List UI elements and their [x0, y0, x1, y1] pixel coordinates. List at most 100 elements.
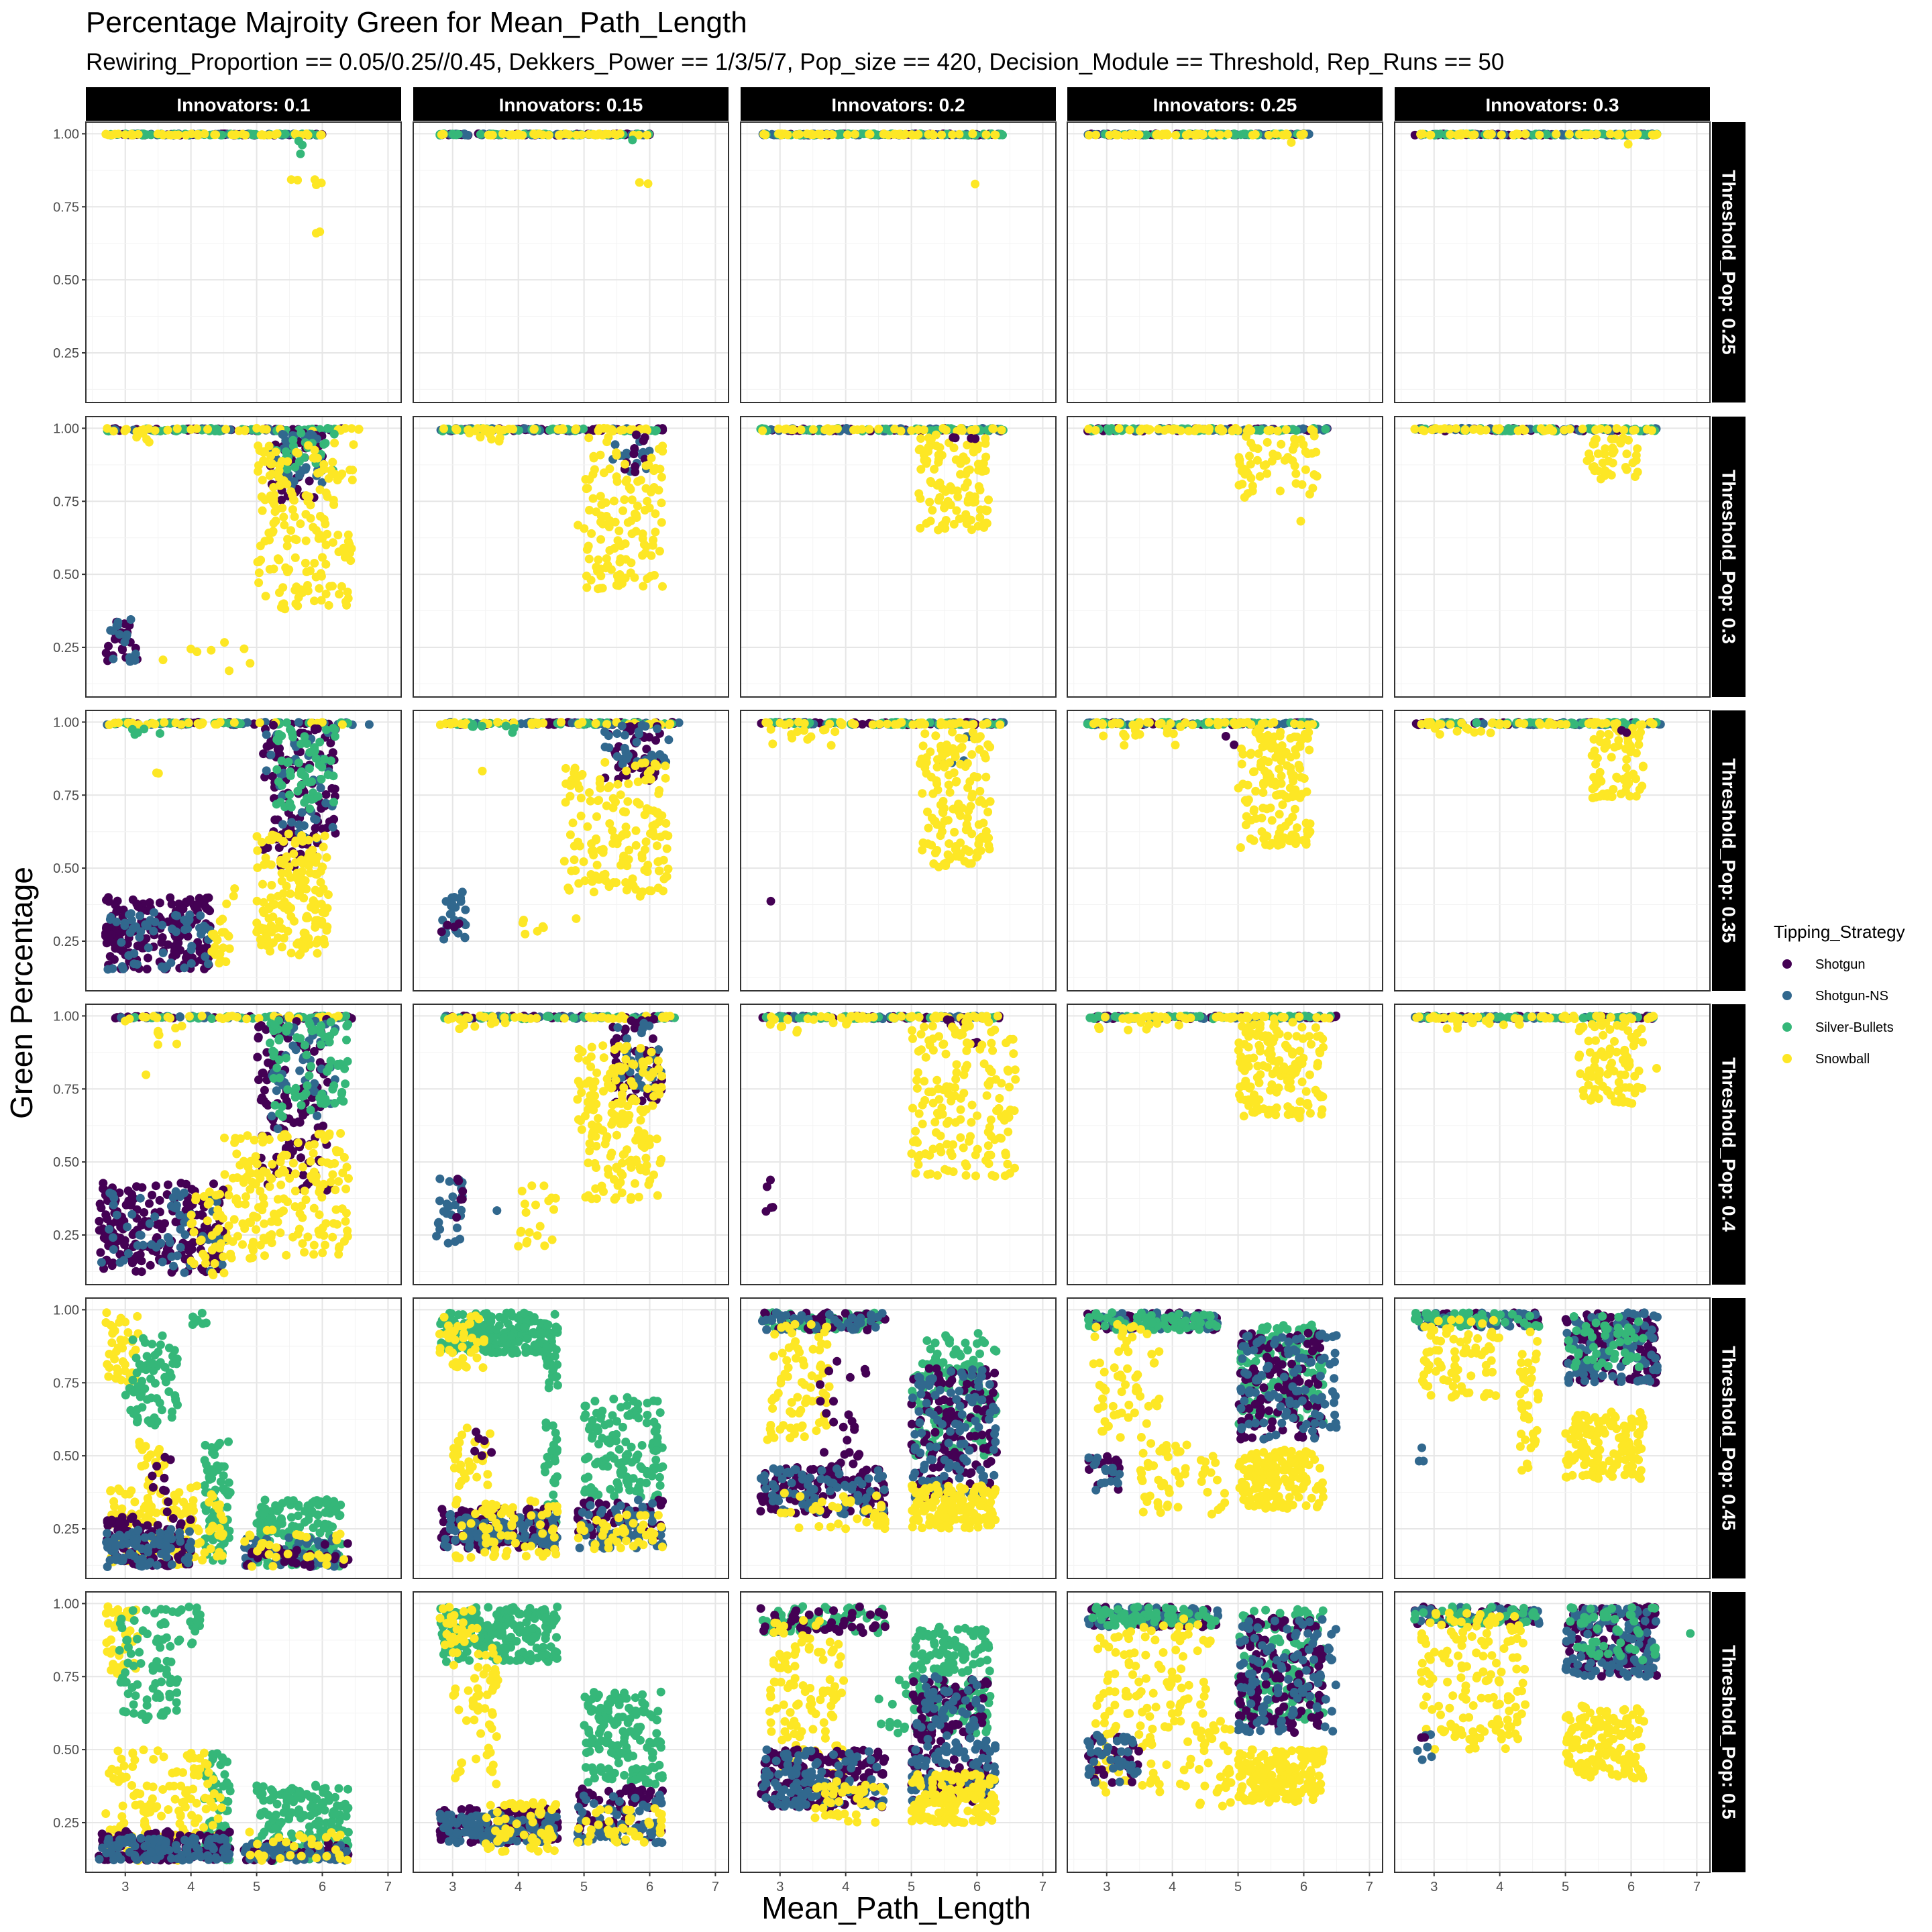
data-point-snowball: [637, 850, 647, 859]
data-point-snowball: [158, 655, 168, 665]
row-strip-2: Threshold_Pop: 0.35: [1712, 710, 1746, 991]
data-point-snowball: [276, 602, 286, 612]
data-point-snowball: [317, 596, 326, 605]
data-point-snowball: [785, 718, 794, 728]
data-point-shotgun-ns: [641, 722, 650, 731]
y-tick-label: 0.75: [53, 200, 79, 215]
data-point-snowball: [1619, 425, 1629, 435]
column-strip-bg: [1067, 87, 1383, 121]
data-point-snowball: [937, 719, 947, 729]
data-point-silver-bullets: [156, 729, 164, 738]
data-point-snowball: [277, 943, 286, 952]
data-point-shotgun-ns: [364, 720, 374, 729]
data-point-snowball: [1276, 727, 1285, 737]
data-point-snowball: [1590, 466, 1599, 476]
data-point-shotgun-ns: [617, 721, 627, 731]
data-point-snowball: [596, 784, 605, 793]
data-point-snowball: [850, 720, 859, 729]
data-point-snowball: [883, 719, 892, 729]
data-point-snowball: [1275, 810, 1284, 819]
data-point-snowball: [964, 847, 973, 856]
data-point-snowball: [1426, 130, 1436, 140]
data-point-snowball: [310, 175, 319, 184]
data-point-snowball: [312, 833, 321, 843]
data-point-snowball: [809, 130, 818, 140]
data-point-snowball: [341, 424, 350, 433]
data-point-snowball: [1283, 761, 1292, 770]
data-point-snowball: [967, 720, 977, 729]
data-point-shotgun-ns: [604, 743, 614, 753]
data-point-snowball: [160, 718, 169, 727]
data-point-snowball: [279, 837, 288, 846]
data-point-snowball: [306, 500, 315, 510]
data-point-snowball: [975, 786, 985, 796]
data-point-snowball: [1590, 439, 1599, 449]
data-point-snowball: [315, 584, 324, 593]
data-point-snowball: [963, 515, 973, 524]
data-point-shotgun-ns: [294, 718, 303, 727]
data-point-snowball: [290, 553, 300, 562]
data-point-shotgun-ns: [117, 962, 127, 971]
data-point-silver-bullets: [317, 763, 327, 771]
data-point-snowball: [1535, 718, 1544, 728]
data-point-snowball: [657, 472, 666, 482]
data-point-snowball: [1251, 786, 1260, 796]
data-point-shotgun-ns: [126, 615, 136, 624]
data-point-shotgun-ns: [653, 724, 662, 733]
facet-panels: Innovators: 0.1 Innovators: 0.15 Innovator…: [53, 87, 1746, 1894]
data-point-snowball: [945, 855, 955, 864]
data-point-snowball: [650, 571, 659, 580]
data-point-snowball: [1633, 129, 1642, 139]
row-strip-5: Threshold_Pop: 0.5: [1712, 1592, 1746, 1872]
chart-subtitle: Rewiring_Proportion == 0.05/0.25//0.45, …: [86, 49, 1504, 75]
data-point-snowball: [301, 510, 311, 519]
data-point-snowball: [653, 808, 662, 817]
data-point-snowball: [981, 439, 990, 448]
data-point-snowball: [582, 545, 592, 554]
data-point-snowball: [1625, 130, 1634, 140]
data-point-snowball: [612, 477, 622, 486]
data-point-snowball: [1236, 843, 1245, 852]
data-point-snowball: [1271, 777, 1280, 787]
data-point-snowball: [258, 879, 267, 889]
y-tick-label: 1.00: [53, 127, 79, 142]
data-point-snowball: [612, 580, 621, 590]
data-point-snowball: [1254, 749, 1263, 758]
data-point-snowball: [616, 426, 625, 435]
data-point-snowball: [231, 130, 241, 139]
data-point-silver-bullets: [274, 730, 284, 739]
data-point-snowball: [979, 720, 987, 729]
data-point-snowball: [647, 453, 656, 463]
data-point-snowball: [445, 718, 455, 728]
data-point-snowball: [264, 441, 274, 451]
data-point-snowball: [1142, 424, 1151, 433]
data-point-shotgun: [449, 922, 459, 932]
data-point-shotgun-ns: [461, 130, 470, 140]
data-point-snowball: [268, 912, 278, 922]
data-point-snowball: [343, 537, 353, 546]
data-point-snowball: [936, 831, 945, 841]
data-point-snowball: [498, 129, 507, 138]
row-strip-0: Threshold_Pop: 0.25: [1712, 122, 1746, 402]
data-point-snowball: [246, 659, 255, 668]
data-point-silver-bullets: [133, 728, 142, 737]
data-point-shotgun: [142, 965, 152, 974]
data-point-snowball: [270, 833, 279, 842]
data-point-shotgun-ns: [610, 440, 620, 449]
data-point-snowball: [1303, 449, 1312, 458]
data-point-snowball: [1259, 780, 1269, 790]
data-point-shotgun: [305, 476, 314, 486]
data-point-snowball: [192, 424, 201, 433]
data-point-snowball: [262, 425, 271, 434]
data-point-snowball: [301, 491, 311, 500]
data-point-snowball: [1084, 130, 1093, 140]
data-point-snowball: [292, 873, 302, 883]
data-point-snowball: [614, 526, 624, 535]
row-strip-label: Threshold_Pop: 0.5: [1719, 1645, 1739, 1819]
data-point-snowball: [945, 770, 953, 780]
data-point-snowball: [585, 788, 594, 797]
data-point-snowball: [121, 130, 130, 140]
data-point-silver-bullets: [298, 140, 307, 150]
data-point-snowball: [950, 828, 959, 837]
data-point-silver-bullets: [313, 792, 323, 801]
